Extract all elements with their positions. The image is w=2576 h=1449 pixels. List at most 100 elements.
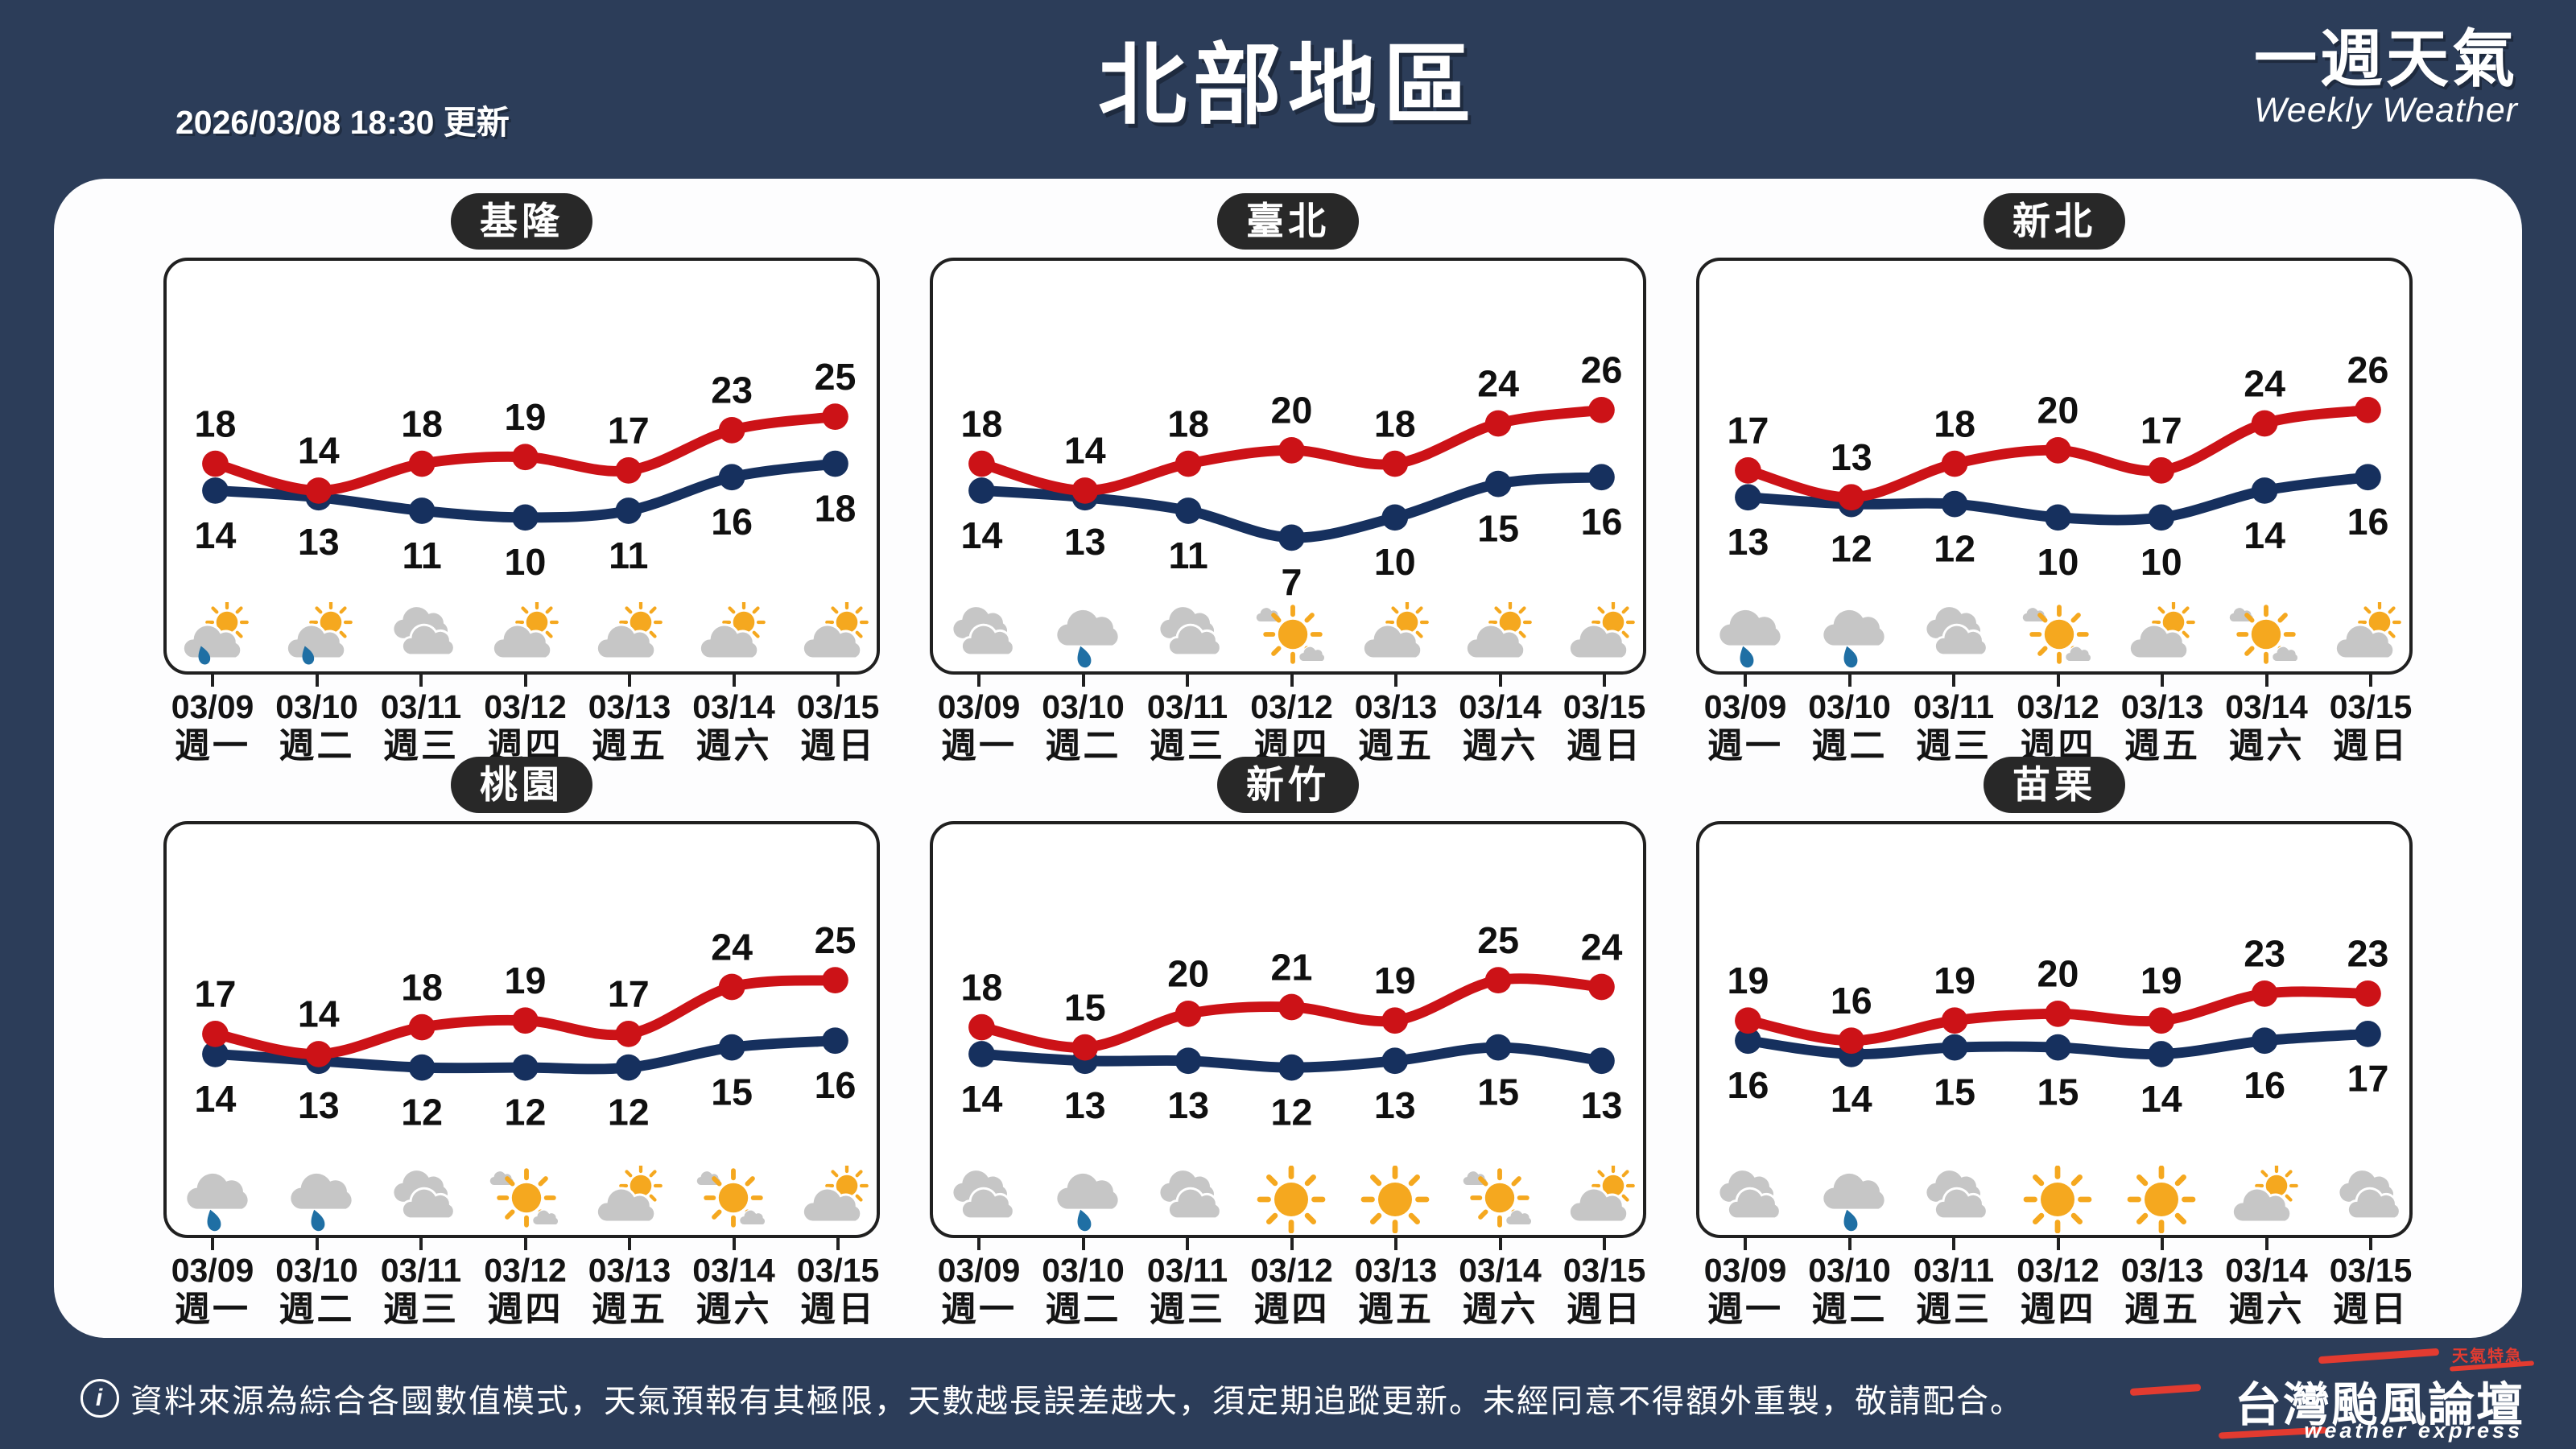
low-value-label: 10 <box>2037 541 2079 583</box>
weekday-label: 週二 <box>279 725 355 766</box>
high-temperature-point <box>408 1013 436 1041</box>
weather-icons-row <box>1699 601 2409 670</box>
day-label: 03/11 週三 <box>381 688 461 766</box>
low-temperature-point <box>1381 504 1409 531</box>
date-label: 03/11 <box>1146 1252 1228 1289</box>
low-value-label: 15 <box>1934 1071 1975 1113</box>
weekly-weather-subtitle: 一週天氣 Weekly Weather <box>2254 27 2518 128</box>
day-label: 03/09 週一 <box>171 688 254 766</box>
date-axis: 03/09 週一 03/10 週二 03/11 週三 03/12 週四 03/13 週五 03/14… <box>930 675 1646 766</box>
high-temperature-point <box>968 1013 995 1041</box>
high-value-label: 14 <box>298 430 340 472</box>
high-temperature-point <box>1838 484 1865 511</box>
high-value-label: 26 <box>1581 349 1623 391</box>
logo-name-english: weather express <box>2304 1418 2523 1443</box>
axis-tick <box>1498 675 1502 687</box>
axis-tick <box>2161 1238 2164 1250</box>
chart-box: 14 13 11 7 10 15 16 18 14 18 20 18 24 26 <box>930 258 1646 675</box>
region-label-row: 桃園 <box>163 755 880 815</box>
date-label: 03/10 <box>1808 1252 1891 1289</box>
high-value-label: 19 <box>505 960 547 1001</box>
low-value-label: 17 <box>2347 1058 2389 1100</box>
weekday-label: 週二 <box>1045 725 1121 766</box>
low-value-label: 16 <box>1581 501 1623 543</box>
high-temperature-point <box>512 444 539 471</box>
rain-icon <box>1709 602 1786 670</box>
day-label: 03/14 週六 <box>692 688 775 766</box>
axis-tick <box>1744 675 1747 687</box>
day-label: 03/15 週日 <box>1563 1252 1646 1329</box>
low-temperature-point <box>1174 1047 1202 1075</box>
day-label: 03/12 週四 <box>484 1252 567 1329</box>
day-label: 03/15 週日 <box>797 688 880 766</box>
date-label: 03/14 <box>1459 688 1542 725</box>
high-value-label: 20 <box>2037 953 2079 995</box>
high-temperature-point <box>718 416 745 444</box>
partly-sunny-icon <box>1563 602 1640 670</box>
date-label: 03/09 <box>937 688 1021 725</box>
high-temperature-point <box>202 450 229 477</box>
low-temperature-point <box>1278 1054 1305 1081</box>
low-temperature-point <box>968 1041 995 1067</box>
region-chart-cell: 基隆 14 13 11 10 11 16 18 18 14 18 19 17 23 25 03/09 週一 03/… <box>163 192 880 766</box>
high-temperature-point <box>2355 396 2381 423</box>
high-temperature-point <box>1484 410 1512 437</box>
high-value-label: 20 <box>1167 953 1209 995</box>
partly-sunny-icon <box>1459 602 1537 670</box>
high-temperature-point <box>1588 396 1615 423</box>
day-label: 03/11 週三 <box>381 1252 461 1329</box>
date-axis: 03/09 週一 03/10 週二 03/11 週三 03/12 週四 03/13 週五 03/14… <box>163 675 880 766</box>
high-temperature-point <box>1174 1001 1202 1027</box>
low-value-label: 14 <box>961 1078 1003 1120</box>
date-label: 03/11 <box>1913 688 1995 725</box>
low-value-label: 11 <box>609 535 648 576</box>
low-value-label: 15 <box>1477 507 1519 549</box>
mostly-sunny-icon <box>1459 1166 1537 1233</box>
rain-icon <box>1046 1166 1124 1233</box>
logo-tagline: 天氣特急 <box>2452 1348 2523 1365</box>
low-value-label: 13 <box>298 1084 340 1126</box>
high-temperature-point <box>615 457 642 484</box>
low-temperature-point <box>1941 1034 1968 1061</box>
low-temperature-point <box>2251 1027 2278 1055</box>
day-label: 03/11 週三 <box>1913 1252 1994 1329</box>
axis-tick <box>732 675 736 687</box>
day-label: 03/10 週二 <box>275 1252 358 1329</box>
date-label: 03/12 <box>1250 1252 1333 1289</box>
date-label: 03/12 <box>484 1252 567 1289</box>
high-temperature-point <box>822 403 848 430</box>
high-temperature-point <box>1941 450 1968 477</box>
low-temperature-point <box>718 1034 745 1061</box>
high-value-label: 18 <box>961 402 1003 444</box>
date-axis: 03/09 週一 03/10 週二 03/11 週三 03/12 週四 03/13 週五 03/14… <box>1696 1238 2413 1329</box>
low-temperature-point <box>2355 1021 2381 1047</box>
region-label: 桃園 <box>451 756 592 814</box>
partly-sunny-rain-icon <box>176 602 254 670</box>
axis-tick <box>1744 1238 1747 1250</box>
weekday-label: 週二 <box>279 1289 355 1329</box>
date-label: 03/09 <box>937 1252 1021 1289</box>
low-temperature-point <box>202 1041 229 1067</box>
page-title: 北部地區 <box>1098 36 1478 135</box>
date-label: 03/11 <box>1146 688 1228 725</box>
footer: i 資料來源為綜合各國數值模式，天氣預報有其極限，天數越長誤差越大，須定期追蹤更… <box>0 1338 2576 1449</box>
weather-icons-row <box>1699 1164 2409 1233</box>
low-value-label: 13 <box>1581 1084 1623 1126</box>
region-chart-cell: 新北 13 12 12 10 10 14 16 17 13 18 20 17 24 26 03/09 週一 03/… <box>1696 192 2413 766</box>
axis-tick <box>836 1238 840 1250</box>
sunny-icon <box>1356 1166 1434 1233</box>
date-label: 03/13 <box>1354 1252 1438 1289</box>
weekday-label: 週三 <box>1916 725 1992 766</box>
axis-tick <box>1847 675 1852 687</box>
day-label: 03/10 週二 <box>1808 1252 1891 1329</box>
high-temperature-point <box>822 967 848 993</box>
high-value-label: 19 <box>1374 960 1416 1001</box>
region-chart-cell: 桃園 14 13 12 12 12 15 16 17 14 18 19 17 24 25 03/09 週一 03/… <box>163 755 880 1329</box>
day-label: 03/09 週一 <box>1704 688 1787 766</box>
date-label: 03/14 <box>692 1252 775 1289</box>
weather-icons-row <box>167 1164 877 1233</box>
low-value-label: 14 <box>1831 1078 1872 1120</box>
date-label: 03/13 <box>2120 688 2204 725</box>
axis-tick <box>1290 675 1294 687</box>
rain-icon <box>1813 1166 1890 1233</box>
